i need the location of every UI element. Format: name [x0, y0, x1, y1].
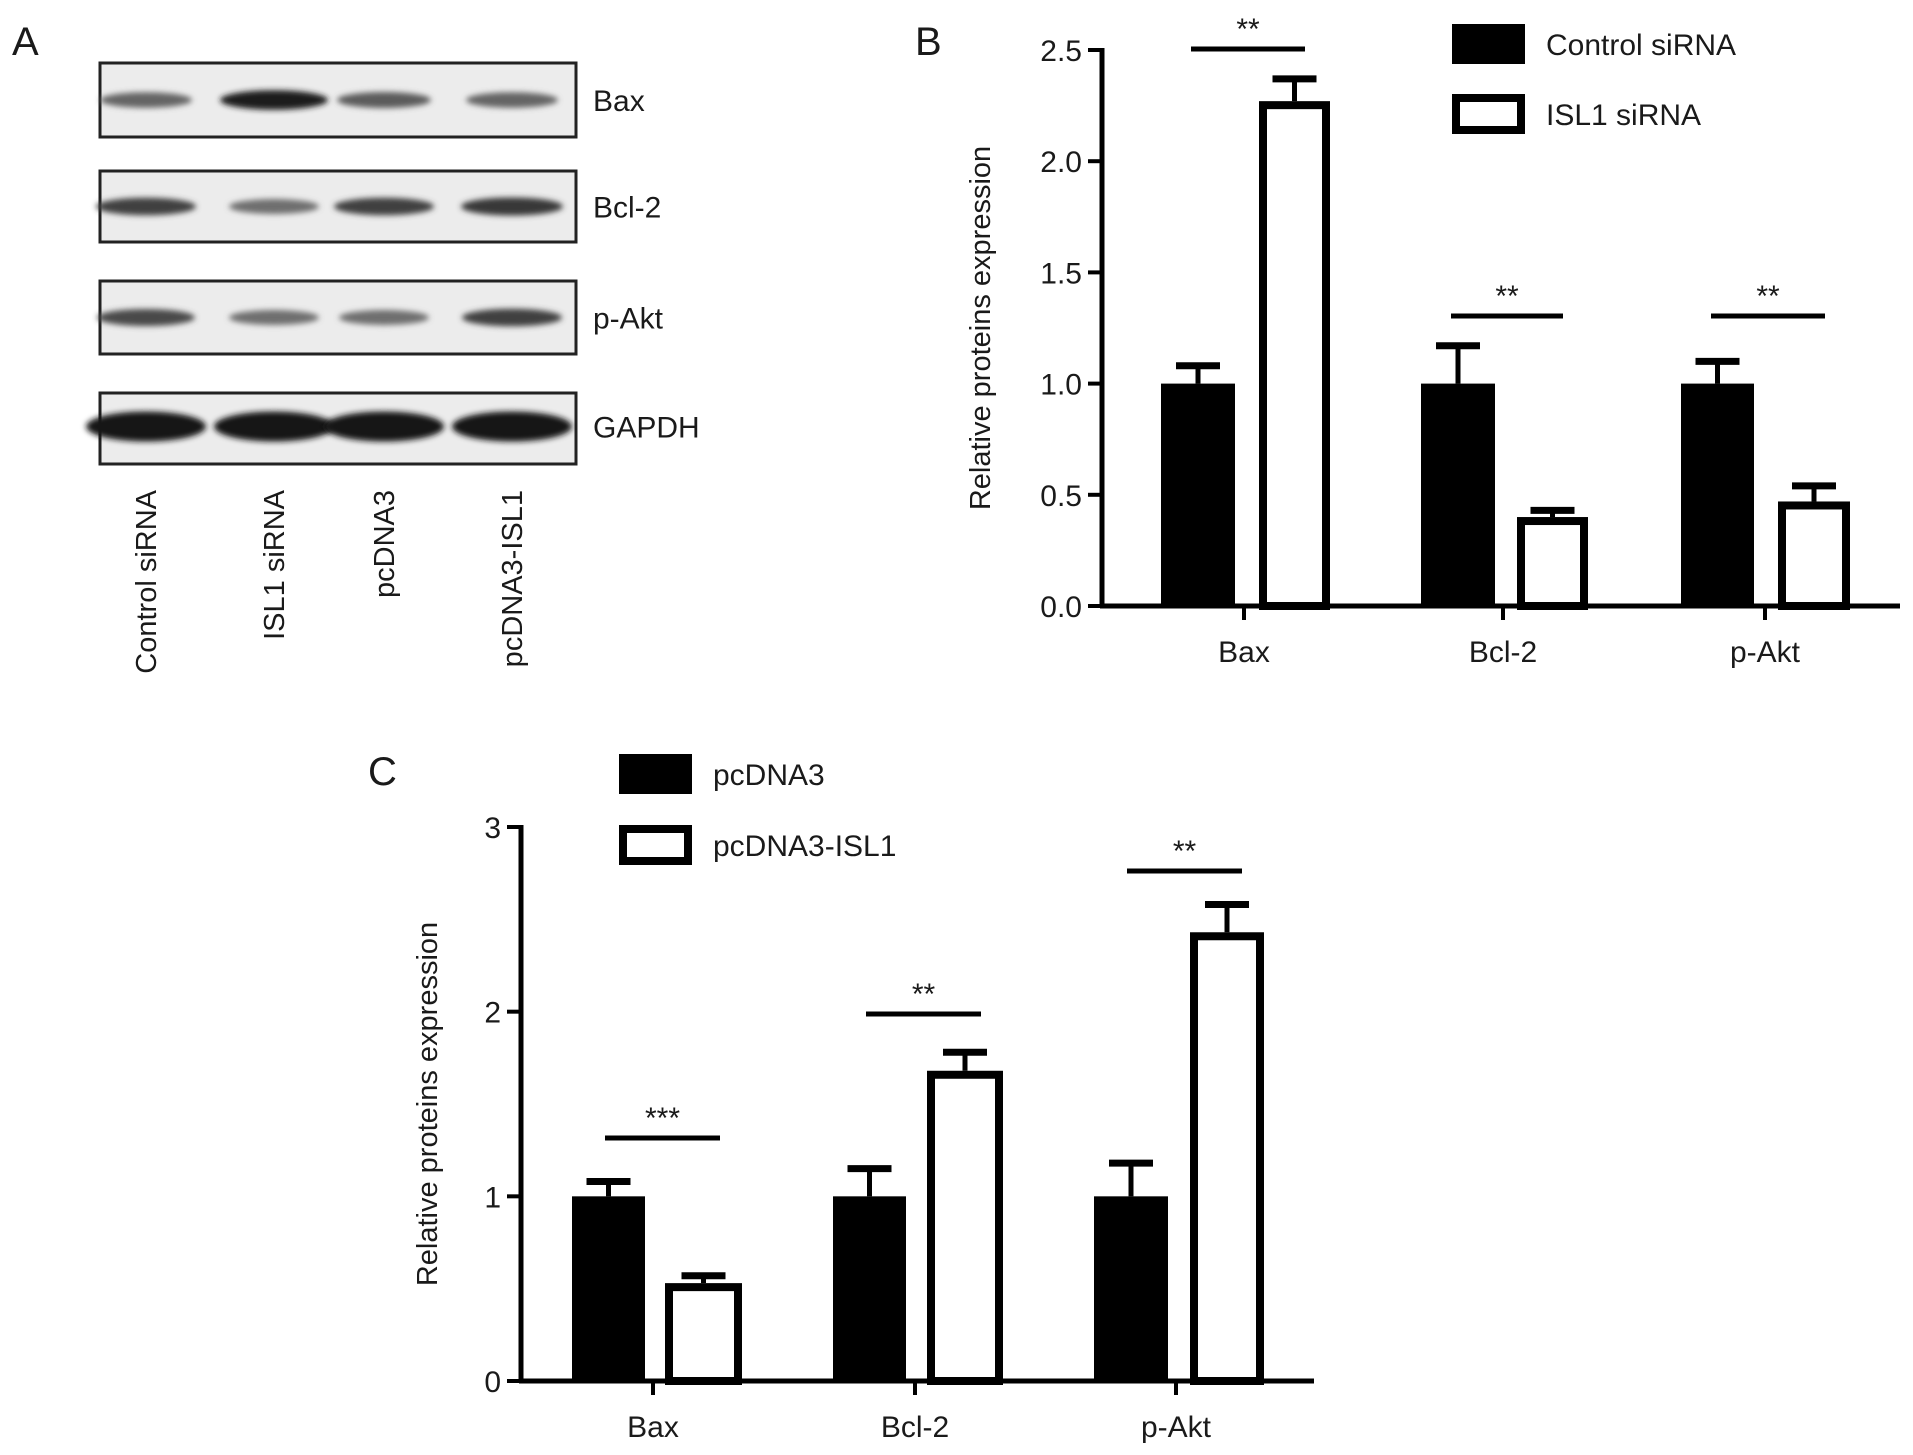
x-tick-label: Bax [627, 1411, 679, 1444]
legend-label: ISL1 siRNA [1546, 99, 1701, 132]
blot-band [220, 90, 328, 110]
legend-swatch [1452, 24, 1525, 64]
blot-label-p-akt: p-Akt [593, 303, 664, 336]
blot-band [466, 92, 558, 108]
bar-pcdna3 [833, 1196, 906, 1381]
lane-label: ISL1 siRNA [259, 489, 291, 640]
blot-band [462, 308, 562, 327]
legend-label: Control siRNA [1546, 29, 1736, 62]
blot-band [229, 310, 319, 325]
y-axis-label: Relative proteins expression [412, 922, 444, 1286]
blot-band [452, 411, 572, 442]
significance-marker: ** [1173, 835, 1197, 868]
x-tick-label: Bax [1218, 636, 1270, 669]
bar-isl1-sirna [1259, 101, 1330, 610]
y-tick-label: 2 [484, 997, 501, 1030]
bar-pcdna3-isl1 [665, 1283, 742, 1386]
y-tick-label: 2.0 [1040, 146, 1082, 179]
chart-b: 0.0 0.5 1.0 1.5 2.0 2.5 Relative proteins expr… [965, 13, 1900, 669]
panel-label-b: B [915, 20, 942, 64]
blot-band [324, 411, 444, 442]
y-tick-label: 1.5 [1040, 257, 1082, 290]
x-tick-label: Bcl-2 [881, 1411, 949, 1444]
bar-control-sirna [1421, 383, 1495, 606]
panel-label-c: C [368, 750, 397, 794]
lane-label: pcDNA3 [369, 490, 401, 598]
bar-control-sirna [1681, 383, 1754, 606]
blot-band [334, 197, 434, 216]
blot-band [97, 309, 195, 326]
legend-swatch [1452, 94, 1525, 134]
significance-marker: ** [912, 978, 936, 1011]
chart-c: 0 1 2 3 Relative proteins expression Bax *** Bc… [412, 754, 1314, 1444]
blot-band [100, 92, 192, 108]
x-tick-label: Bcl-2 [1469, 636, 1537, 669]
lane-label: pcDNA3-ISL1 [497, 490, 529, 667]
significance-marker: ** [1236, 13, 1260, 46]
panel-label-a: A [12, 20, 39, 64]
bar-pcdna3 [1094, 1196, 1168, 1381]
y-tick-label: 0 [484, 1366, 501, 1399]
blot-band [86, 411, 206, 442]
legend-swatch [619, 754, 692, 794]
y-tick-label: 0.0 [1040, 591, 1082, 624]
y-tick-label: 2.5 [1040, 35, 1082, 68]
significance-marker: ** [1495, 280, 1519, 313]
blot-band [461, 197, 563, 216]
x-tick-label: p-Akt [1141, 1411, 1212, 1444]
blot-label-bax: Bax [593, 85, 645, 118]
y-axis-label: Relative proteins expression [965, 146, 997, 510]
y-tick-label: 0.5 [1040, 480, 1082, 513]
blot-band [339, 310, 429, 325]
y-tick-label: 3 [484, 812, 501, 845]
y-tick-label: 1.0 [1040, 369, 1082, 402]
bar-pcdna3-isl1 [1190, 932, 1264, 1385]
bar-isl1-sirna [1778, 501, 1850, 610]
western-blot: Bax Bcl-2 p-Akt GAPDH Control siRNA ISL1 siRN… [86, 61, 700, 674]
blot-label-bcl-2: Bcl-2 [593, 192, 661, 225]
blot-band [96, 197, 196, 216]
blot-band [337, 92, 431, 108]
bar-isl1-sirna [1517, 517, 1588, 610]
blot-band [229, 199, 319, 214]
bar-control-sirna [1161, 383, 1235, 606]
significance-marker: ** [1756, 280, 1780, 313]
lane-label: Control siRNA [131, 489, 163, 673]
bar-pcdna3 [572, 1196, 645, 1381]
bar-pcdna3-isl1 [927, 1070, 1003, 1385]
blot-label-gapdh: GAPDH [593, 412, 700, 445]
blot-band [214, 411, 334, 442]
significance-marker: *** [645, 1102, 680, 1135]
x-tick-label: p-Akt [1730, 636, 1801, 669]
legend-label: pcDNA3 [713, 759, 825, 792]
legend-swatch [619, 825, 692, 865]
legend-label: pcDNA3-ISL1 [713, 830, 896, 863]
y-tick-label: 1 [484, 1181, 501, 1214]
